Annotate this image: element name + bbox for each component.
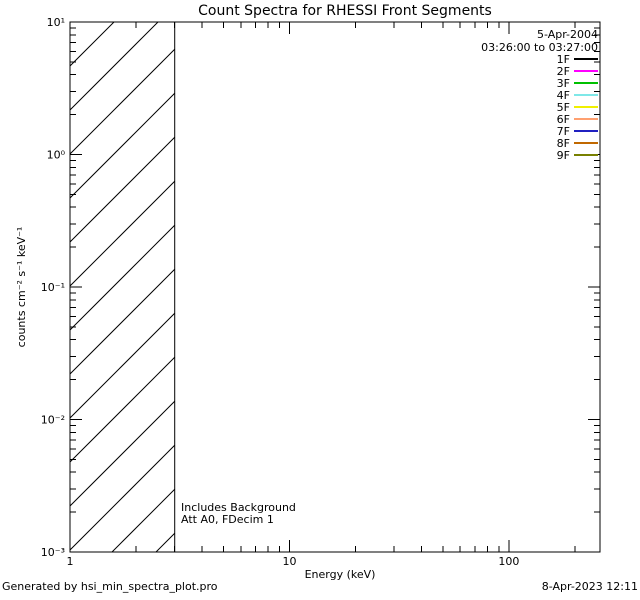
hatch-line (70, 180, 176, 287)
legend-label-1F: 1F (557, 53, 570, 66)
legend-label-3F: 3F (557, 77, 570, 90)
chart-title: Count Spectra for RHESSI Front Segments (198, 3, 492, 19)
annotation-attenuator: Att A0, FDecim 1 (181, 513, 274, 526)
y-tick-label: 10⁰ (47, 149, 66, 162)
y-tick-label: 10¹ (47, 16, 65, 29)
x-axis-label: Energy (keV) (305, 568, 376, 581)
footer-generated-by: Generated by hsi_min_spectra_plot.pro (2, 580, 218, 593)
legend-label-8F: 8F (557, 137, 570, 150)
axis-ticks (69, 21, 600, 553)
y-tick-label: 10⁻¹ (41, 281, 65, 294)
hatched-no-data-region (70, 22, 176, 552)
hatch-line (70, 444, 176, 551)
hatch-line (70, 224, 176, 331)
legend-label-9F: 9F (557, 149, 570, 162)
hatch-line (70, 22, 159, 111)
hatch-line (70, 92, 176, 199)
legend-label-2F: 2F (557, 65, 570, 78)
legend-label-7F: 7F (557, 125, 570, 138)
hatch-line (70, 22, 115, 67)
hatch-line (70, 22, 71, 23)
legend-label-6F: 6F (557, 113, 570, 126)
plot-frame (69, 21, 601, 553)
axis-tick-labels: 1 10 100 10¹ 10⁰ 10⁻¹ 10⁻² 10⁻³ (41, 16, 520, 568)
x-tick-label: 100 (498, 555, 519, 568)
y-axis-label: counts cm⁻² s⁻¹ keV⁻¹ (15, 227, 28, 348)
legend-label-4F: 4F (557, 89, 570, 102)
legend-date: 5-Apr-2004 (537, 28, 598, 41)
hatch-line (70, 48, 176, 155)
hatch-line (155, 532, 176, 552)
legend-label-5F: 5F (557, 101, 570, 114)
hatch-line (70, 356, 176, 463)
legend-time-range: 03:26:00 to 03:27:00 (481, 41, 598, 54)
hatch-line (70, 136, 176, 243)
y-tick-label: 10⁻³ (41, 546, 65, 559)
annotation-background: Includes Background (181, 501, 296, 514)
hatch-line (70, 268, 176, 375)
footer-timestamp: 8-Apr-2023 12:11 (542, 580, 638, 593)
hatch-line (70, 312, 176, 419)
y-tick-label: 10⁻² (41, 414, 65, 427)
hatch-line (70, 400, 176, 507)
x-tick-label: 1 (67, 555, 74, 568)
hatch-line (111, 488, 176, 552)
x-tick-label: 10 (282, 555, 296, 568)
